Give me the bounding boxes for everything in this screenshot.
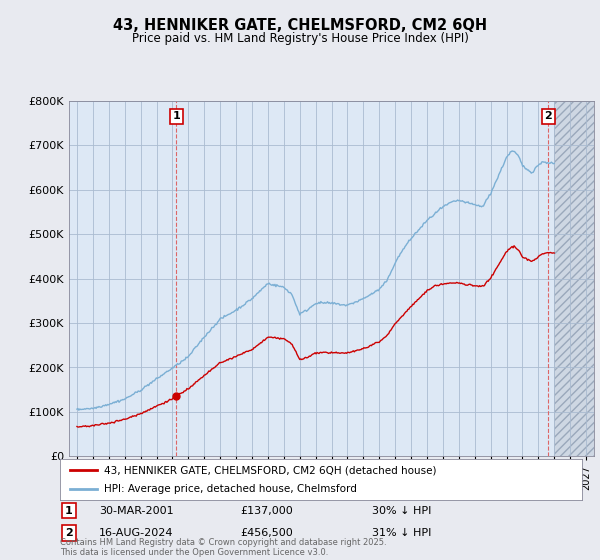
Text: £456,500: £456,500 <box>240 528 293 538</box>
Text: Contains HM Land Registry data © Crown copyright and database right 2025.
This d: Contains HM Land Registry data © Crown c… <box>60 538 386 557</box>
Bar <box>554 101 594 456</box>
Text: 30% ↓ HPI: 30% ↓ HPI <box>372 506 431 516</box>
Text: 2: 2 <box>544 111 552 122</box>
Text: 30-MAR-2001: 30-MAR-2001 <box>99 506 173 516</box>
Text: 43, HENNIKER GATE, CHELMSFORD, CM2 6QH: 43, HENNIKER GATE, CHELMSFORD, CM2 6QH <box>113 18 487 33</box>
Text: 31% ↓ HPI: 31% ↓ HPI <box>372 528 431 538</box>
Text: £137,000: £137,000 <box>240 506 293 516</box>
Text: 43, HENNIKER GATE, CHELMSFORD, CM2 6QH (detached house): 43, HENNIKER GATE, CHELMSFORD, CM2 6QH (… <box>104 465 437 475</box>
Text: 1: 1 <box>173 111 180 122</box>
Bar <box>554 101 594 456</box>
Text: 1: 1 <box>65 506 73 516</box>
Text: 16-AUG-2024: 16-AUG-2024 <box>99 528 173 538</box>
Text: Price paid vs. HM Land Registry's House Price Index (HPI): Price paid vs. HM Land Registry's House … <box>131 32 469 45</box>
Text: 2: 2 <box>65 528 73 538</box>
Text: HPI: Average price, detached house, Chelmsford: HPI: Average price, detached house, Chel… <box>104 484 357 494</box>
